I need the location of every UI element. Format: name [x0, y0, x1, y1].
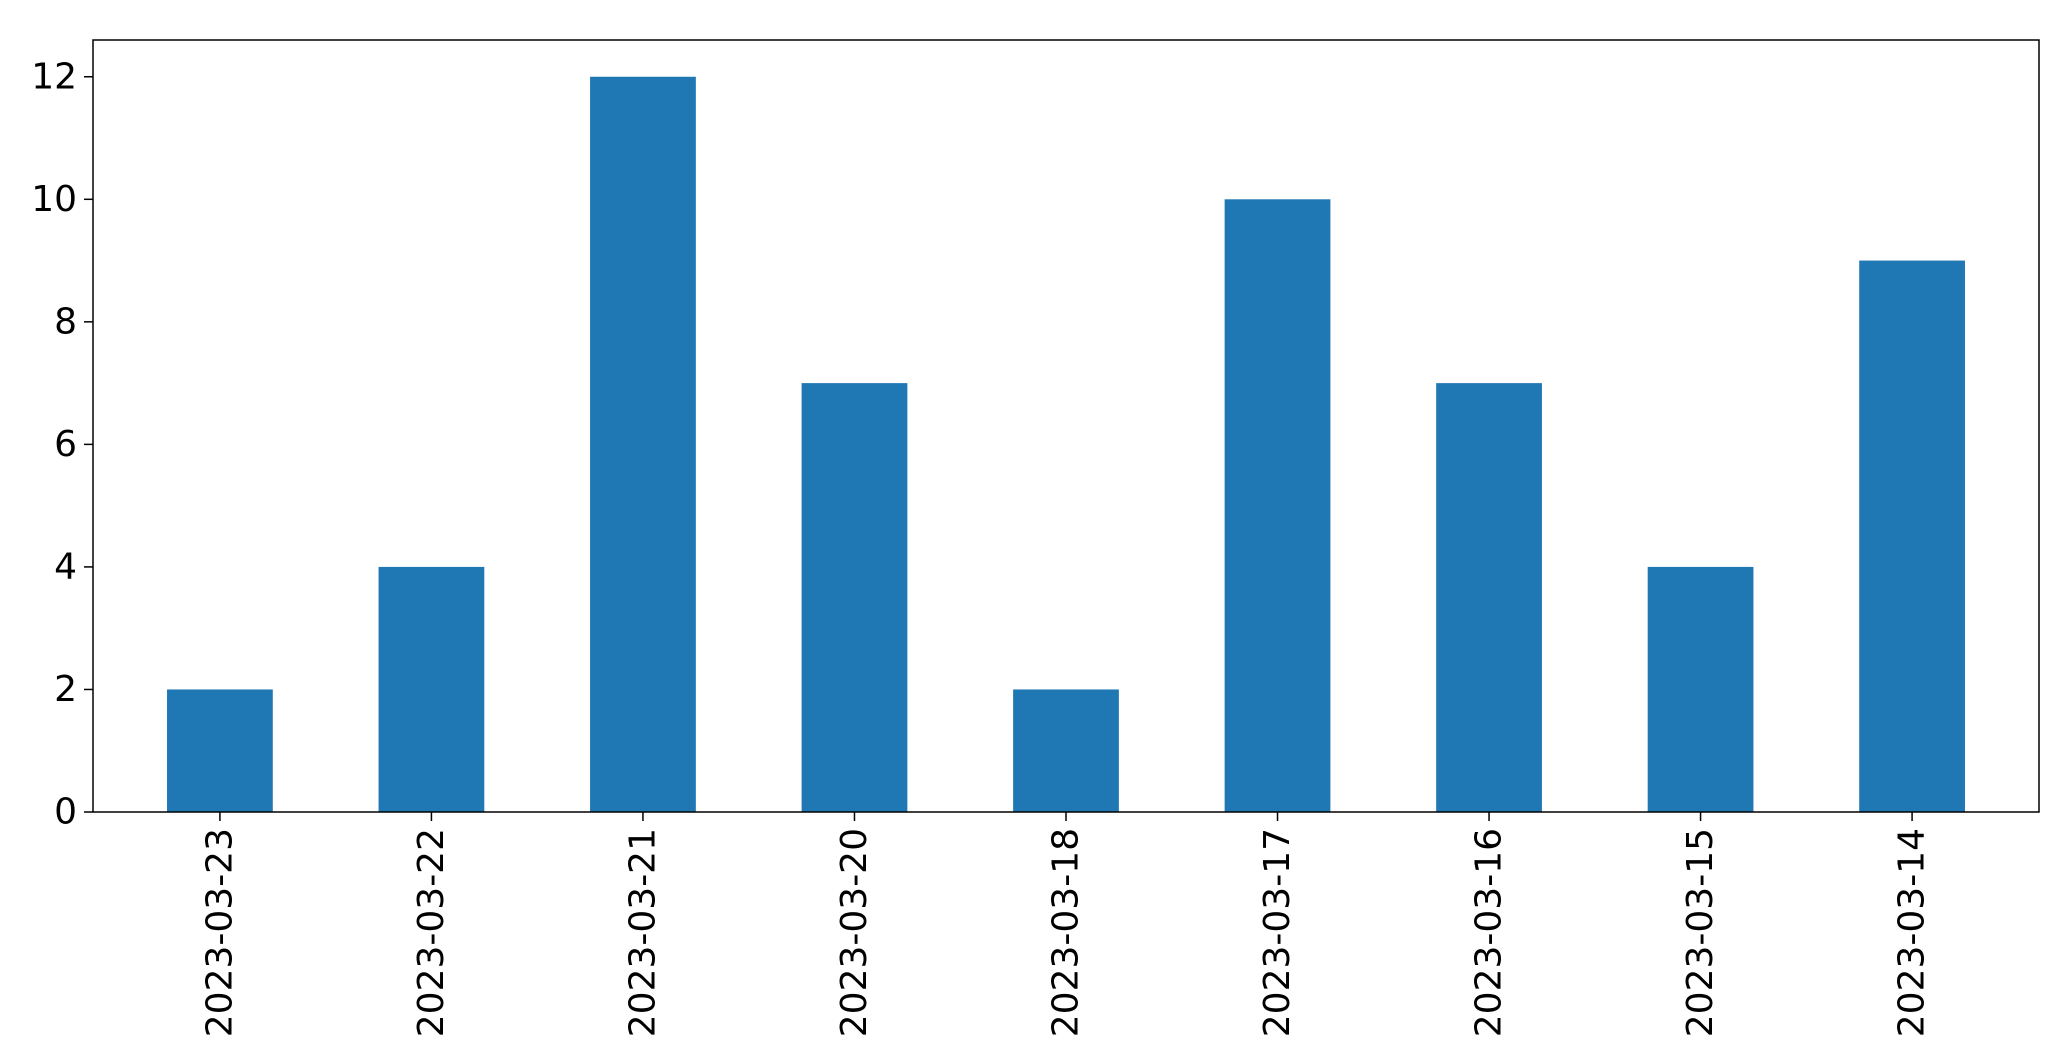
bar-2023-03-15 — [1647, 566, 1754, 812]
bar-2023-03-18 — [1013, 689, 1119, 812]
y-tick-label: 4 — [54, 546, 77, 587]
y-axis: 0 2 4 6 8 10 12 — [31, 56, 93, 833]
x-tick-label: 2023-03-21 — [622, 828, 663, 1037]
y-tick-label: 0 — [54, 792, 77, 833]
y-tick-label: 6 — [54, 424, 77, 465]
x-tick-label: 2023-03-17 — [1257, 828, 1298, 1037]
bar-2023-03-14 — [1859, 260, 1965, 813]
y-tick-label: 12 — [31, 56, 77, 97]
x-tick-label: 2023-03-14 — [1892, 828, 1933, 1037]
plot-frame — [92, 39, 2040, 813]
x-tick-label: 2023-03-15 — [1680, 828, 1721, 1037]
x-tick-label: 2023-03-22 — [411, 828, 452, 1037]
bar-2023-03-21 — [590, 76, 696, 812]
x-tick-label: 2023-03-23 — [199, 828, 240, 1037]
bar-2023-03-16 — [1436, 383, 1542, 812]
y-tick-label: 8 — [54, 301, 77, 342]
bar-2023-03-23 — [167, 689, 273, 812]
x-tick-label: 2023-03-20 — [834, 828, 875, 1037]
y-tick-label: 10 — [31, 179, 77, 220]
bar-2023-03-17 — [1224, 199, 1331, 813]
x-tick-label: 2023-03-16 — [1469, 828, 1510, 1037]
x-tick-label: 2023-03-18 — [1046, 828, 1087, 1037]
bars-group — [167, 76, 1965, 813]
x-axis: 2023-03-23 2023-03-22 2023-03-21 2023-03-20… — [199, 812, 1933, 1037]
bar-2023-03-20 — [801, 383, 908, 812]
y-tick-label: 2 — [54, 669, 77, 710]
bar-2023-03-22 — [378, 566, 485, 812]
